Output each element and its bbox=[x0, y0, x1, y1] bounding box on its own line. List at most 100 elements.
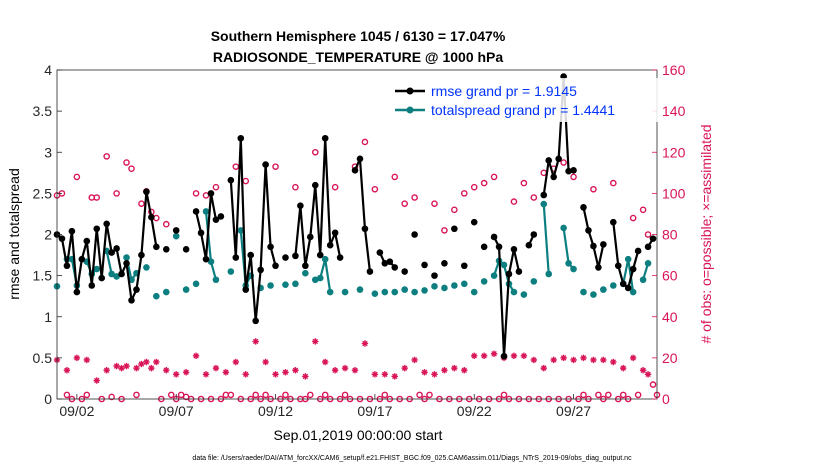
obs-possible-point bbox=[83, 391, 91, 399]
y-tick-label-left: 1.5 bbox=[33, 268, 53, 284]
rmse-point bbox=[555, 155, 562, 163]
obs-assimilated-point bbox=[431, 371, 438, 378]
obs-assimilated-point bbox=[401, 364, 408, 372]
spread-point bbox=[356, 286, 364, 293]
spread-point bbox=[108, 270, 115, 278]
rmse-point bbox=[361, 225, 369, 233]
obs-assimilated-point bbox=[282, 369, 289, 376]
chart-title: Southern Hemisphere 1045 / 6130 = 17.047… bbox=[211, 28, 506, 44]
obs-assimilated-point bbox=[351, 367, 359, 374]
rmse-point bbox=[257, 266, 264, 274]
obs-assimilated-point bbox=[421, 369, 428, 376]
rmse-point bbox=[376, 249, 384, 256]
obs-possible-point bbox=[451, 206, 458, 214]
rmse-point bbox=[644, 243, 652, 251]
obs-possible-point bbox=[619, 391, 627, 399]
obs-possible-point bbox=[644, 231, 652, 238]
rmse-point bbox=[381, 259, 389, 267]
spread-point bbox=[192, 280, 200, 288]
spread-point bbox=[560, 224, 567, 232]
rmse-point bbox=[108, 249, 115, 256]
y-tick-label-right: 140 bbox=[662, 103, 686, 119]
obs-assimilated-point bbox=[272, 371, 279, 378]
obs-assimilated-point bbox=[629, 354, 637, 362]
spread-point bbox=[510, 288, 518, 296]
obs-possible-point bbox=[331, 183, 339, 191]
rmse-point bbox=[282, 254, 289, 261]
rmse-point bbox=[133, 286, 140, 293]
rmse-point bbox=[302, 262, 309, 270]
obs-possible-point bbox=[212, 183, 220, 191]
obs-possible-point bbox=[123, 159, 130, 166]
obs-possible-point bbox=[605, 391, 612, 399]
rmse-point bbox=[113, 245, 120, 252]
obs-possible-point bbox=[634, 391, 642, 399]
obs-possible-point bbox=[108, 393, 115, 401]
obs-assimilated-point bbox=[232, 358, 240, 366]
obs-possible-point bbox=[480, 179, 488, 187]
obs-assimilated-point bbox=[83, 356, 91, 364]
x-tick-label: 09/02 bbox=[59, 403, 94, 419]
obs-assimilated-point bbox=[391, 373, 398, 380]
obs-possible-point bbox=[431, 200, 438, 207]
rmse-point bbox=[525, 241, 533, 249]
obs-possible-point bbox=[128, 165, 135, 172]
rmse-point bbox=[649, 235, 657, 242]
spread-point bbox=[302, 269, 309, 277]
rmse-point bbox=[545, 157, 553, 164]
obs-assimilated-point bbox=[202, 371, 210, 378]
rmse-point bbox=[609, 218, 617, 226]
obs-assimilated-point bbox=[192, 352, 200, 360]
rmse-point bbox=[78, 255, 86, 263]
obs-assimilated-point bbox=[530, 356, 538, 364]
obs-assimilated-point bbox=[570, 356, 577, 364]
spread-point bbox=[341, 288, 349, 296]
y-tick-label-left: 4 bbox=[44, 62, 52, 78]
rmse-point bbox=[411, 231, 418, 238]
rmse-point bbox=[103, 220, 110, 228]
obs-possible-point bbox=[371, 185, 379, 193]
rmse-line bbox=[354, 157, 372, 272]
obs-assimilated-point bbox=[600, 356, 607, 364]
obs-assimilated-point bbox=[510, 352, 518, 360]
obs-assimilated-point bbox=[550, 356, 557, 364]
rmse-point bbox=[143, 188, 150, 196]
rmse-point bbox=[207, 190, 215, 197]
rmse-point bbox=[595, 264, 602, 271]
rmse-point bbox=[316, 251, 324, 259]
obs-possible-point bbox=[649, 381, 657, 388]
rmse-point bbox=[148, 213, 155, 221]
obs-possible-point bbox=[490, 173, 498, 181]
obs-possible-point bbox=[292, 183, 299, 191]
x-axis-label: Sep.01,2019 00:00:00 start bbox=[274, 427, 443, 443]
spread-point bbox=[113, 273, 120, 280]
obs-possible-point bbox=[73, 173, 81, 181]
obs-possible-point bbox=[232, 163, 240, 170]
rmse-point bbox=[565, 167, 572, 175]
rmse-point bbox=[93, 225, 101, 233]
spread-point bbox=[570, 265, 577, 273]
obs-possible-point bbox=[609, 179, 617, 187]
rmse-point bbox=[619, 280, 627, 288]
obs-possible-point bbox=[192, 190, 200, 197]
y-tick-label-left: 1 bbox=[44, 309, 52, 325]
obs-possible-point bbox=[103, 153, 110, 160]
axes: 00.511.522.533.5402040608010012014016009… bbox=[33, 62, 686, 419]
obs-assimilated-point bbox=[182, 369, 190, 376]
rmse-point bbox=[421, 261, 428, 269]
obs-possible-point bbox=[311, 148, 319, 156]
rmse-point bbox=[460, 262, 468, 270]
obs-possible-point bbox=[570, 173, 577, 181]
obs-possible-point bbox=[113, 190, 120, 197]
legend-label-spread: totalspread grand pr = 1.4441 bbox=[431, 102, 615, 118]
obs-assimilated-point bbox=[143, 358, 150, 366]
obs-possible-point bbox=[227, 391, 235, 399]
rmse-point bbox=[297, 202, 304, 210]
obs-assimilated-point bbox=[560, 354, 567, 362]
rmse-point bbox=[73, 288, 81, 296]
rmse-point bbox=[590, 242, 597, 250]
rmse-point bbox=[212, 216, 220, 223]
rmse-point bbox=[63, 262, 71, 270]
rmse-point bbox=[262, 161, 269, 168]
rmse-point bbox=[480, 243, 488, 251]
